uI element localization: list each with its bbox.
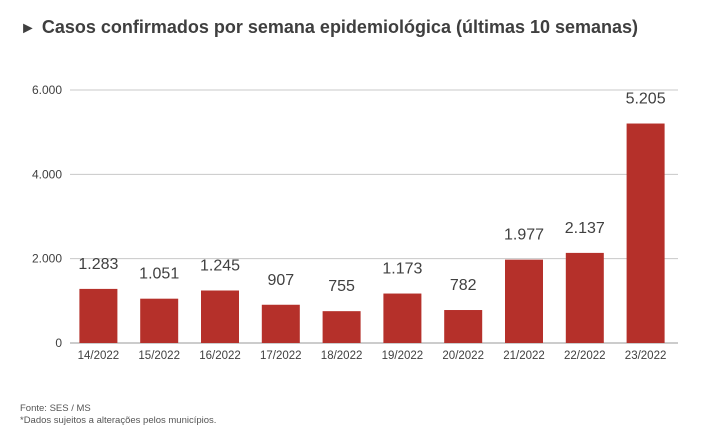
data-label: 2.137: [565, 220, 605, 237]
bar: [505, 259, 543, 343]
bar: [565, 252, 604, 343]
data-label: 1.051: [139, 266, 179, 283]
x-tick-label: 22/2022: [564, 350, 606, 362]
bar: [626, 123, 665, 344]
y-tick-label: 0: [55, 336, 62, 350]
y-tick-label: 4.000: [32, 167, 62, 181]
data-label: 1.283: [78, 256, 118, 273]
triangle-marker-icon: ►: [20, 20, 36, 37]
data-label: 1.977: [504, 227, 544, 244]
source-note: Fonte: SES / MS: [20, 403, 91, 414]
x-tick-label: 23/2022: [625, 350, 667, 362]
x-tick-label: 17/2022: [260, 350, 302, 362]
chart-title-text: Casos confirmados por semana epidemiológ…: [41, 17, 639, 37]
x-tick-label: 20/2022: [442, 350, 484, 362]
x-tick-label: 15/2022: [138, 350, 180, 362]
chart-title: ► Casos confirmados por semana epidemioló…: [20, 17, 638, 38]
bar: [261, 304, 300, 343]
x-tick-label: 16/2022: [199, 350, 241, 362]
x-tick-label: 19/2022: [382, 350, 424, 362]
x-tick-label: 18/2022: [321, 350, 363, 362]
data-label: 1.245: [200, 258, 240, 275]
data-label: 755: [328, 278, 355, 295]
bar: [140, 298, 179, 343]
data-label: 5.205: [626, 91, 666, 108]
y-tick-label: 6.000: [32, 83, 62, 97]
bar: [201, 290, 239, 343]
x-tick-label: 14/2022: [78, 350, 120, 362]
bar: [383, 293, 422, 343]
data-label: 1.173: [382, 261, 422, 278]
data-label: 907: [267, 272, 294, 289]
data-label: 782: [450, 277, 477, 294]
x-tick-label: 21/2022: [503, 350, 545, 362]
bar: [444, 310, 483, 343]
bar: [322, 311, 361, 343]
disclaimer-note: *Dados sujeitos a alterações pelos munic…: [20, 415, 217, 426]
y-tick-label: 2.000: [32, 252, 62, 266]
bar: [79, 288, 118, 343]
